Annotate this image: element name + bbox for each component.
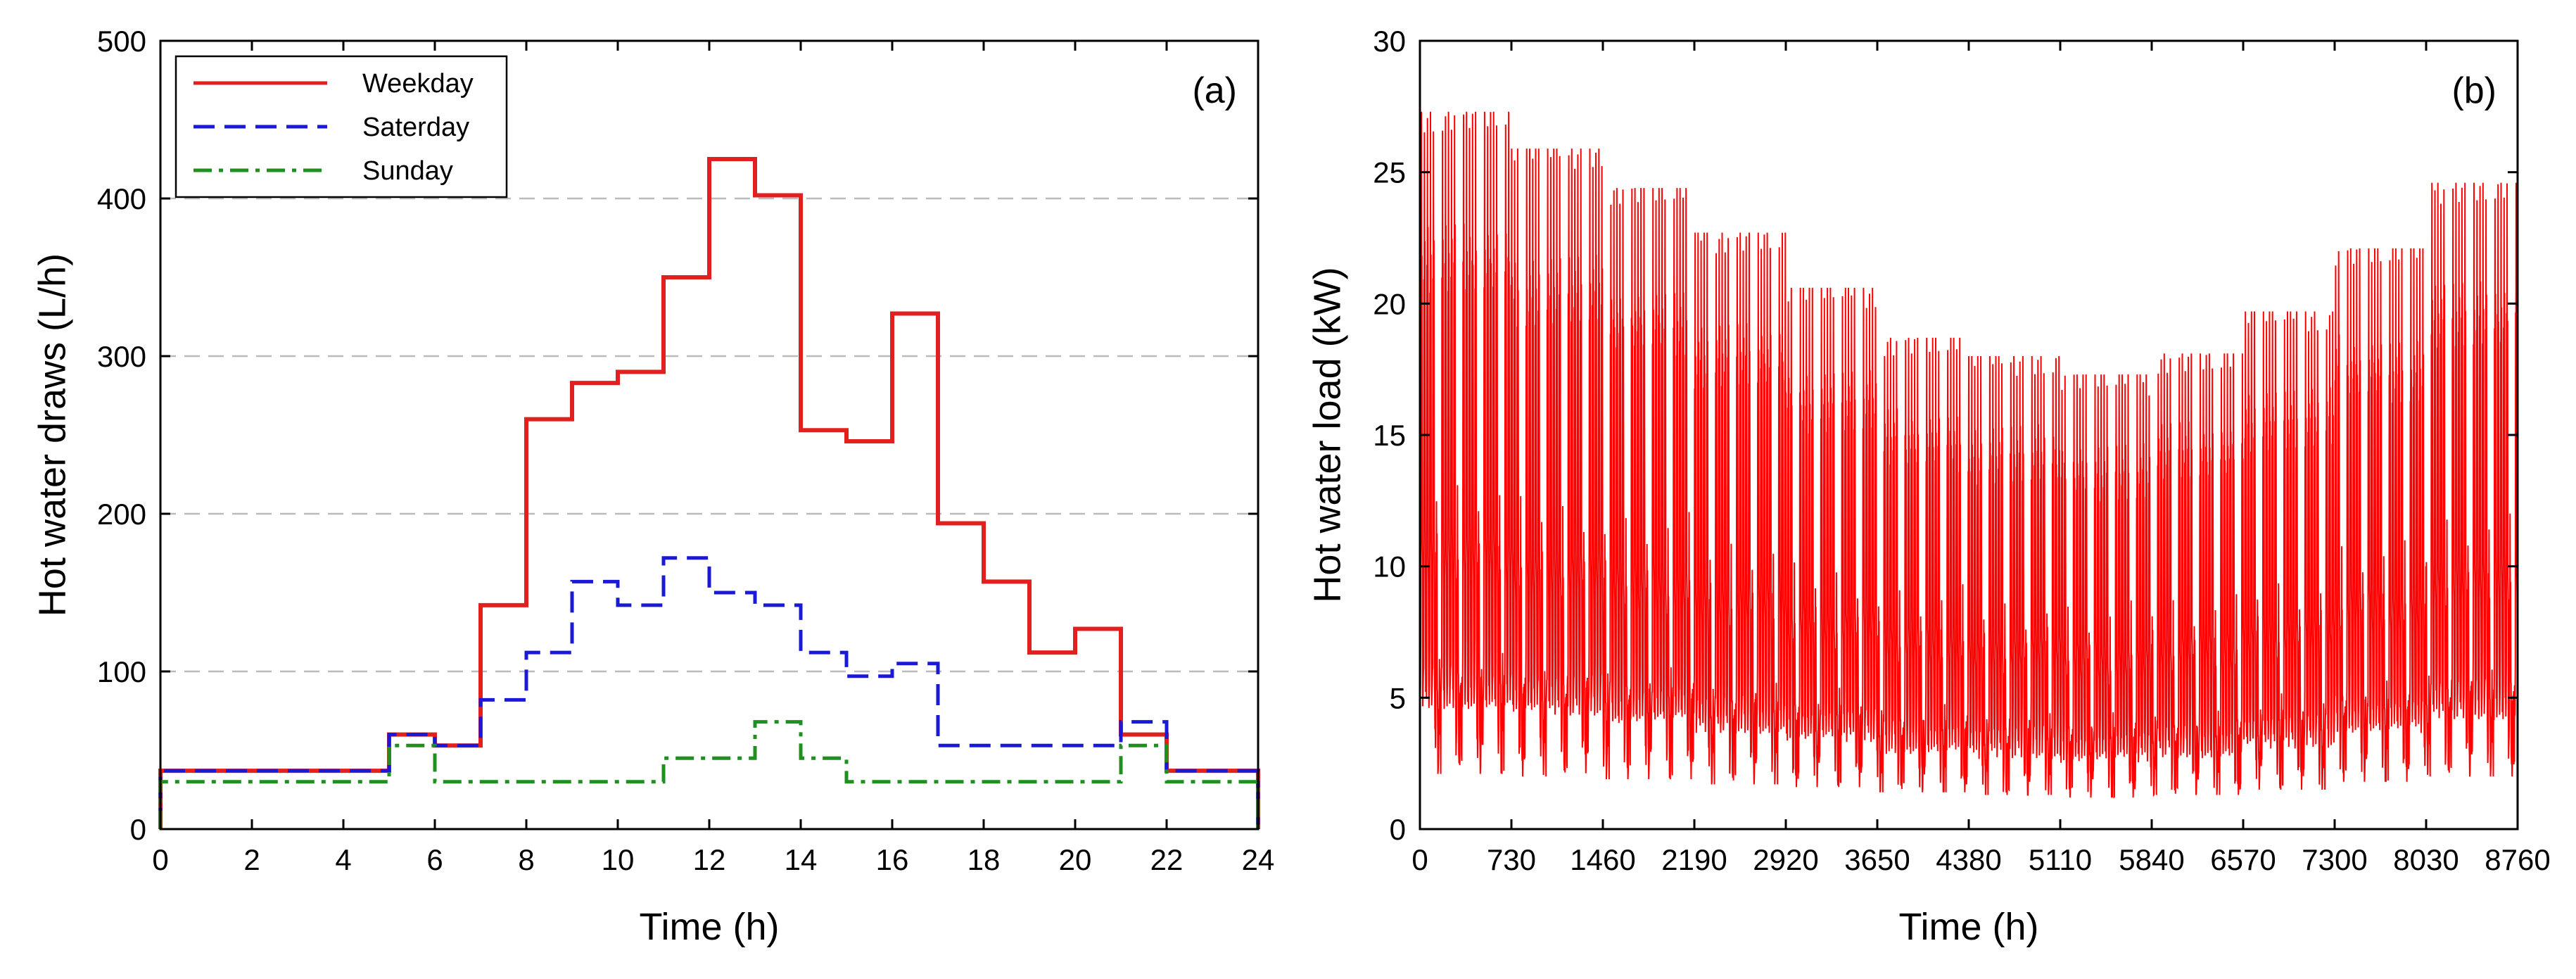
- b-x-tick-label-1: 730: [1487, 843, 1536, 876]
- a-series-line-saterday: [158, 556, 1260, 829]
- b-x-tick-label-11: 8030: [2393, 843, 2458, 876]
- b-x-tick-label-10: 7300: [2302, 843, 2367, 876]
- b-y-tick-label-2: 10: [1373, 550, 1406, 583]
- b-panel-label: (b): [2451, 70, 2496, 111]
- a-y-tick-label-4: 400: [97, 182, 146, 215]
- b-x-tick-label-5: 3650: [1844, 843, 1910, 876]
- a-x-tick-label-3: 6: [426, 843, 443, 876]
- a-x-tick-label-2: 4: [335, 843, 351, 876]
- b-series-group: [1419, 111, 2518, 799]
- a-legend-label-0: Weekday: [362, 69, 474, 99]
- b-y-axis-label: Hot water load (kW): [1306, 267, 1348, 602]
- a-x-tick-label-11: 22: [1150, 843, 1184, 876]
- a-x-tick-label-10: 20: [1059, 843, 1092, 876]
- b-y-tick-label-5: 25: [1373, 156, 1406, 189]
- a-x-tick-label-4: 8: [518, 843, 534, 876]
- b-x-tick-label-7: 5110: [2029, 843, 2092, 876]
- a-y-tick-label-3: 300: [97, 340, 146, 373]
- a-y-tick-label-1: 100: [97, 655, 146, 688]
- a-series-line-weekday: [158, 157, 1260, 829]
- a-panel-label: (a): [1192, 70, 1237, 111]
- a-series-group: [158, 157, 1260, 829]
- b-x-tick-label-3: 2190: [1661, 843, 1727, 876]
- b-x-tick-label-8: 5840: [2119, 843, 2184, 876]
- a-x-tick-label-1: 2: [243, 843, 260, 876]
- b-x-tick-label-0: 0: [1411, 843, 1428, 876]
- a-x-tick-label-12: 24: [1242, 843, 1275, 876]
- b-y-tick-label-3: 15: [1373, 419, 1406, 452]
- b-y-tick-label-6: 30: [1373, 25, 1406, 58]
- chart-panel-b: 0 730 1460 2190 2920 3650 4380 5110 5840 6570 7300…: [1306, 25, 2550, 948]
- a-legend-label-1: Saterday: [362, 113, 469, 142]
- a-grid-lines: [160, 197, 1258, 673]
- a-x-tick-label-7: 14: [785, 843, 818, 876]
- b-x-tick-label-2: 1460: [1570, 843, 1635, 876]
- b-x-axis-label: Time (h): [1899, 906, 2039, 948]
- a-x-tick-label-8: 16: [876, 843, 909, 876]
- a-x-tick-label-5: 10: [602, 843, 635, 876]
- b-x-tick-label-9: 6570: [2210, 843, 2276, 876]
- a-y-tick-label-2: 200: [97, 498, 146, 531]
- b-axis-ticks: 0 730 1460 2190 2920 3650 4380 5110 5840 6570 7300…: [1373, 25, 2550, 876]
- a-y-axis-label: Hot water draws (L/h): [31, 253, 73, 617]
- a-x-tick-label-0: 0: [152, 843, 168, 876]
- a-legend-label-2: Sunday: [362, 156, 453, 186]
- a-x-tick-label-6: 12: [693, 843, 726, 876]
- b-x-tick-label-12: 8760: [2485, 843, 2550, 876]
- a-y-tick-label-5: 500: [97, 25, 146, 58]
- a-series-line-sunday: [158, 720, 1260, 829]
- a-x-tick-label-9: 18: [967, 843, 1001, 876]
- b-y-tick-label-4: 20: [1373, 287, 1406, 320]
- a-y-tick-label-0: 0: [130, 813, 146, 846]
- b-x-tick-label-4: 2920: [1753, 843, 1818, 876]
- b-y-tick-label-0: 0: [1390, 813, 1406, 846]
- a-legend: Weekday Saterday Sunday: [175, 55, 508, 198]
- b-series-line: [1419, 111, 2518, 799]
- b-y-tick-label-1: 5: [1390, 681, 1406, 714]
- a-x-axis-label: Time (h): [640, 906, 780, 948]
- b-x-tick-label-6: 4380: [1936, 843, 2001, 876]
